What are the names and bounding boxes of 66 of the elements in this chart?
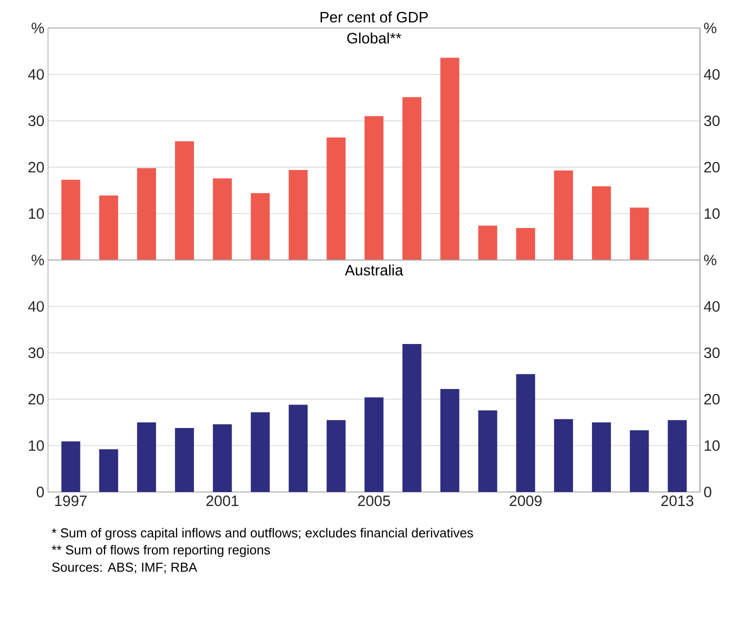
bar [440, 58, 460, 260]
bar [402, 344, 422, 492]
text: * Sum of gross capital inflows and outflows; excludes financial derivatives [52, 528, 473, 540]
y-tick-label: 10 [28, 208, 44, 219]
bar [554, 170, 574, 260]
chart-title: Australia [344, 264, 404, 276]
y2-tick-label: % [704, 254, 716, 266]
y-tick-label: 20 [28, 162, 44, 173]
bar [61, 180, 80, 260]
bar [137, 422, 156, 492]
y2-tick-label: 30 [704, 347, 720, 358]
bar [326, 420, 346, 492]
source-note: Sources: ABS; IMF; RBA [52, 562, 198, 574]
x-tick-label: 2001 [206, 496, 238, 506]
bar [212, 178, 232, 260]
y-tick-label: 40 [28, 69, 44, 80]
y2-tick-label: 0 [704, 486, 712, 498]
bar [174, 428, 194, 492]
bar [99, 449, 118, 492]
y-tick-label: % [32, 254, 44, 266]
y2-tick-label: 40 [704, 301, 720, 312]
y-tick-label: 10 [28, 440, 44, 451]
x-tick-label: 2005 [358, 496, 390, 506]
bar [212, 424, 232, 492]
y-tick-label: 40 [28, 301, 44, 312]
bar [326, 138, 346, 260]
bar [288, 170, 308, 260]
y-tick-label: % [32, 22, 44, 34]
x-tick-label: 2009 [510, 496, 542, 506]
bar [250, 412, 270, 492]
y2-tick-label: 10 [704, 208, 720, 219]
bar [516, 374, 536, 492]
bar [402, 97, 422, 260]
bar [250, 193, 270, 260]
chart-title: Global** [347, 32, 402, 44]
bar [364, 397, 384, 492]
y-tick-label: 30 [28, 347, 44, 358]
bar [592, 422, 611, 492]
bar [478, 226, 498, 260]
bar [288, 404, 308, 492]
bar [440, 388, 460, 492]
y2-tick-label: 30 [704, 115, 720, 126]
y-tick-label: 0 [36, 486, 44, 498]
bar [630, 208, 649, 260]
bar [99, 196, 118, 260]
y-tick-label: 20 [28, 394, 44, 405]
chart-subtitle: Per cent of GDP [320, 11, 428, 22]
y2-tick-label: 40 [704, 69, 720, 80]
bar [364, 116, 384, 260]
y-tick-label: 30 [28, 115, 44, 126]
bar [516, 228, 536, 260]
bar [630, 430, 649, 492]
bar [668, 420, 687, 492]
bar [61, 441, 80, 492]
x-tick-label: 2013 [661, 496, 694, 506]
y2-tick-label: 20 [704, 162, 720, 173]
x-tick-label: 1997 [55, 496, 87, 506]
text: ** Sum of flows from reporting regions [52, 544, 270, 558]
bar [478, 410, 498, 492]
y2-tick-label: 10 [704, 440, 720, 451]
bar [592, 186, 611, 260]
y2-tick-label: % [704, 22, 716, 34]
bar [174, 141, 194, 260]
bar [137, 168, 156, 260]
y2-tick-label: 20 [704, 394, 720, 405]
bar [554, 419, 574, 492]
